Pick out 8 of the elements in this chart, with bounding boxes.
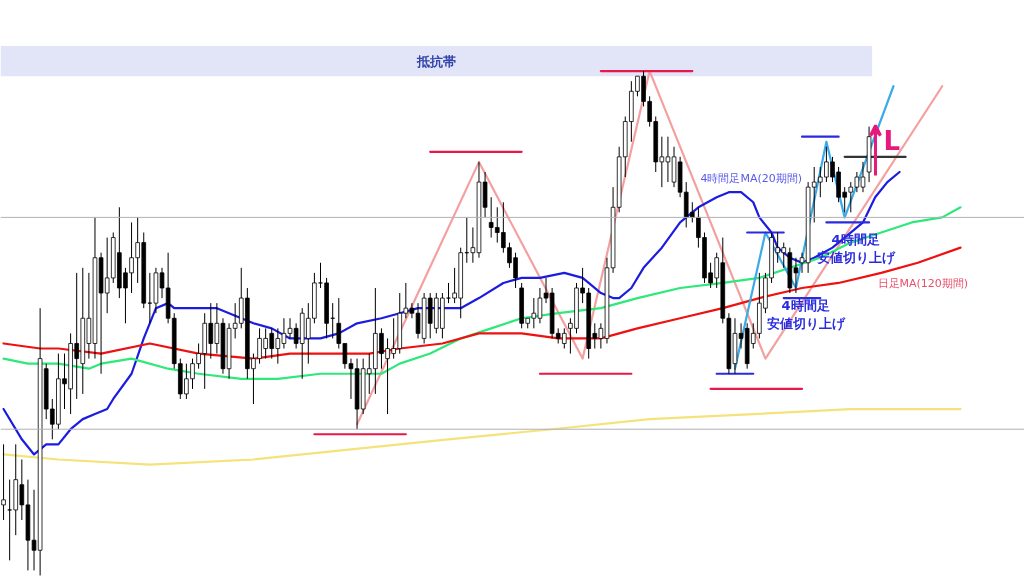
candlestick — [446, 282, 451, 304]
annotation: 4時間足安値切り上げ — [766, 298, 846, 331]
annotation: 日足MA(120期間) — [877, 277, 969, 290]
annotation: L — [883, 125, 901, 156]
band-label: 抵抗帯 — [415, 53, 456, 69]
candlestick — [318, 262, 323, 289]
candlestick — [1, 443, 6, 521]
annotation: 4時間足MA(20期間) — [700, 172, 803, 185]
